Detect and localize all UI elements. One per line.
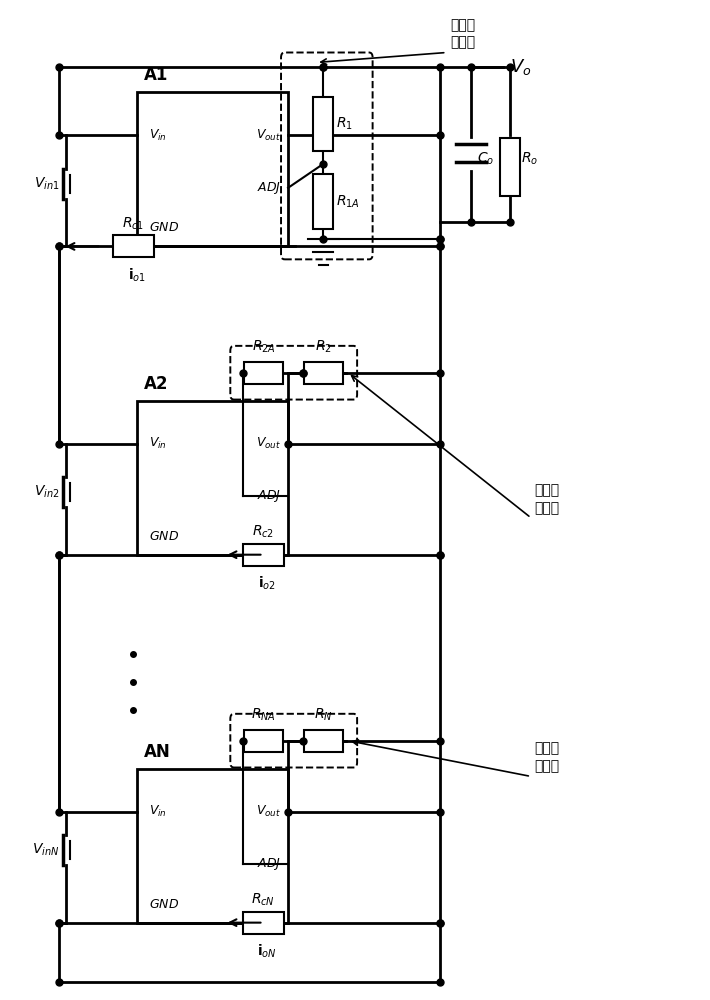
Text: 输出电: 输出电 xyxy=(450,19,475,33)
Text: $ADJ$: $ADJ$ xyxy=(257,488,281,504)
Bar xyxy=(244,362,283,384)
Text: $R_{cN}$: $R_{cN}$ xyxy=(251,891,275,908)
Text: $V_o$: $V_o$ xyxy=(510,57,531,77)
Text: $R_{2A}$: $R_{2A}$ xyxy=(251,338,275,355)
Text: $V_{in2}$: $V_{in2}$ xyxy=(33,484,59,500)
Bar xyxy=(136,92,288,246)
Text: $\mathbf{i}_{o1}$: $\mathbf{i}_{o1}$ xyxy=(128,266,146,284)
Text: $R_{c2}$: $R_{c2}$ xyxy=(252,523,275,540)
Text: $V_{out}$: $V_{out}$ xyxy=(256,128,281,143)
Bar xyxy=(244,730,283,752)
Text: $ADJ$: $ADJ$ xyxy=(257,180,281,196)
Text: 流调整: 流调整 xyxy=(535,760,559,774)
Bar xyxy=(243,544,284,566)
Text: $V_{in}$: $V_{in}$ xyxy=(149,804,168,819)
Text: $R_o$: $R_o$ xyxy=(521,151,538,167)
Text: $V_{out}$: $V_{out}$ xyxy=(256,804,281,819)
Text: 输出均: 输出均 xyxy=(535,483,559,497)
Text: A2: A2 xyxy=(143,375,168,393)
Text: AN: AN xyxy=(143,743,170,761)
Text: $ADJ$: $ADJ$ xyxy=(257,856,281,872)
Bar xyxy=(500,138,520,196)
Bar xyxy=(304,362,343,384)
Text: $\mathbf{i}_{o2}$: $\mathbf{i}_{o2}$ xyxy=(258,575,276,592)
Bar xyxy=(243,912,284,934)
Text: $R_{c1}$: $R_{c1}$ xyxy=(122,215,144,232)
Text: $GND$: $GND$ xyxy=(149,898,180,911)
Bar xyxy=(113,235,153,257)
Text: $R_2$: $R_2$ xyxy=(315,338,332,355)
Text: $GND$: $GND$ xyxy=(149,221,180,234)
Text: 压调整: 压调整 xyxy=(450,36,475,50)
Text: A1: A1 xyxy=(143,66,168,84)
Text: $R_N$: $R_N$ xyxy=(314,706,333,723)
Text: $R_{1A}$: $R_{1A}$ xyxy=(336,193,360,210)
Text: $C_o$: $C_o$ xyxy=(477,151,494,167)
Text: $V_{inN}$: $V_{inN}$ xyxy=(32,842,59,858)
Text: 流调整: 流调整 xyxy=(535,501,559,515)
Text: $V_{in1}$: $V_{in1}$ xyxy=(33,176,59,192)
Bar xyxy=(313,174,333,229)
Text: $R_{NA}$: $R_{NA}$ xyxy=(251,706,276,723)
Text: $\mathbf{i}_{oN}$: $\mathbf{i}_{oN}$ xyxy=(257,943,277,960)
Text: $V_{out}$: $V_{out}$ xyxy=(256,436,281,451)
Bar xyxy=(304,730,343,752)
Text: $GND$: $GND$ xyxy=(149,530,180,543)
Text: $R_1$: $R_1$ xyxy=(336,116,353,132)
Text: $V_{in}$: $V_{in}$ xyxy=(149,436,168,451)
Bar xyxy=(313,97,333,151)
Bar xyxy=(136,768,288,923)
Text: $V_{in}$: $V_{in}$ xyxy=(149,128,168,143)
Bar xyxy=(136,401,288,555)
Text: 输出均: 输出均 xyxy=(535,742,559,756)
